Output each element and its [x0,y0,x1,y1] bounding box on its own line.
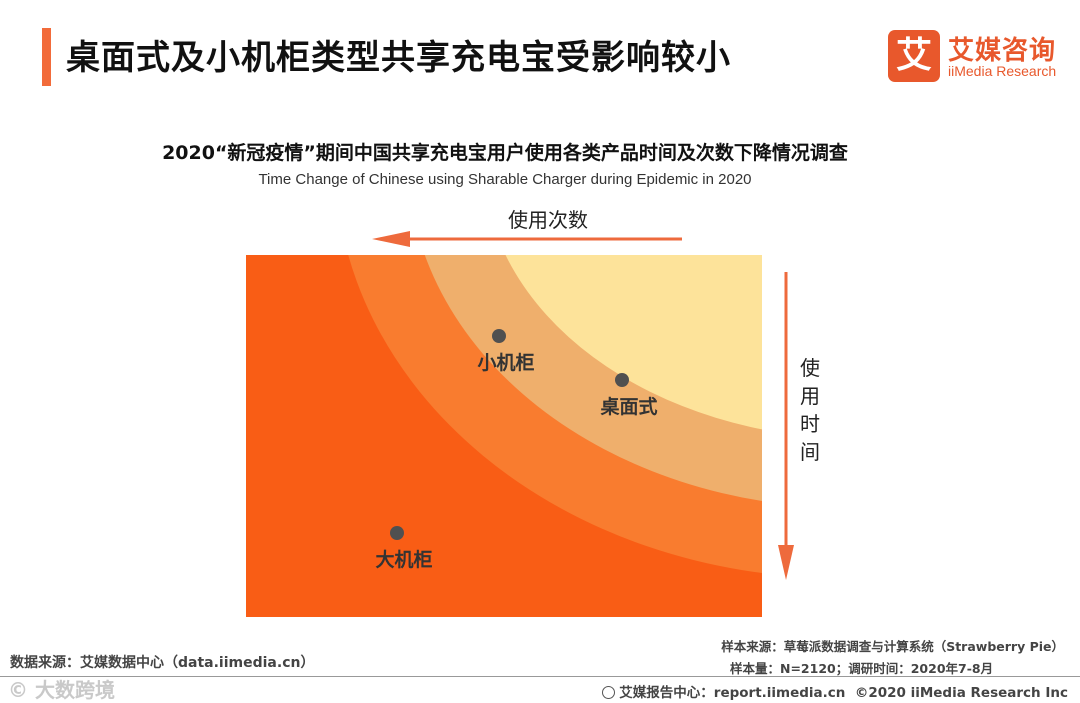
footer-divider [0,676,1080,677]
page-title: 桌面式及小机柜类型共享充电宝受影响较小 [66,38,731,78]
point-desktop-label: 桌面式 [600,395,657,418]
logo-cn-text: 艾媒咨询 [948,36,1057,66]
title-accent-bar [42,28,51,86]
y-arrow: 使用时间 [778,272,820,580]
chart-title: 2020“新冠疫情”期间中国共享充电宝用户使用各类产品时间及次数下降情况调查 [162,142,848,164]
point-desktop-dot [615,373,629,387]
point-large-cabinet-label: 大机柜 [375,548,432,571]
y-arrow-label: 使用时间 [800,356,820,464]
x-arrow-head [372,231,410,247]
sample-source: 样本来源：草莓派数据调查与计算系统（Strawberry Pie） [721,639,1064,654]
iimedia-logo: 艾 艾媒咨询 iiMedia Research [888,30,1068,86]
report-center: 艾媒报告中心：report.iimedia.cn [619,685,846,701]
point-small-cabinet-label: 小机柜 [477,352,534,374]
chart-subtitle: Time Change of Chinese using Sharable Ch… [258,171,752,188]
sample-size: 样本量：N=2120；调研时间：2020年7-8月 [730,661,994,676]
data-source: 数据来源：艾媒数据中心（data.iimedia.cn） [10,655,315,671]
logo-en-text: iiMedia Research [948,63,1057,79]
y-arrow-head [778,545,794,580]
point-small-cabinet-dot [492,329,506,343]
x-arrow: 使用次数 [372,208,682,247]
zone-desktop [505,255,762,430]
copyright: ©2020 iiMedia Research Inc [854,685,1068,701]
footer-bottom: 艾媒报告中心：report.iimedia.cn ©2020 iiMedia R… [602,681,1068,701]
point-large-cabinet-dot [390,526,404,540]
watermark: © 大数跨境 [8,678,115,702]
logo-mark: 艾 [888,30,940,82]
x-arrow-label: 使用次数 [508,208,588,232]
globe-icon [602,686,616,699]
zone-group [246,255,762,617]
